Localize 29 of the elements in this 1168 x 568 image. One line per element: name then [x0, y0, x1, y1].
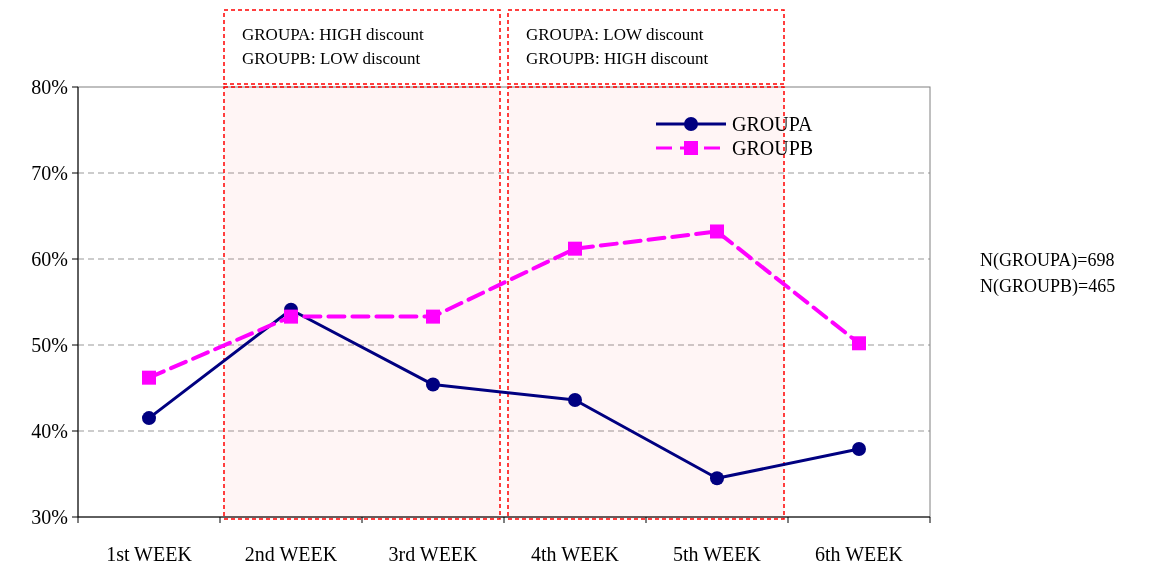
y-tick-label: 70% — [31, 162, 68, 184]
point — [284, 309, 298, 324]
band-label: GROUPA: LOW discount GROUPB: HIGH discount — [526, 25, 709, 68]
point — [710, 224, 724, 239]
y-tick-label: 50% — [31, 334, 68, 356]
point — [426, 377, 440, 392]
point — [710, 471, 724, 486]
point — [852, 336, 866, 351]
point — [568, 241, 582, 256]
legend-label: GROUPA — [732, 113, 813, 135]
text: N(GROUPA)=698 — [980, 250, 1115, 271]
point — [142, 411, 156, 426]
point — [852, 442, 866, 457]
x-tick-label: 1st WEEK — [106, 543, 193, 565]
point — [568, 393, 582, 408]
y-tick-label: 60% — [31, 248, 68, 270]
x-tick-label: 2nd WEEK — [244, 543, 338, 565]
y-tick-label: 80% — [31, 76, 68, 98]
legend-label: GROUPB — [732, 137, 814, 159]
y-tick-label: 30% — [31, 506, 68, 528]
point — [142, 370, 156, 385]
x-tick-label: 3rd WEEK — [388, 543, 479, 565]
text: N(GROUPB)=465 — [980, 276, 1116, 297]
point — [426, 309, 440, 324]
x-tick-label: 6th WEEK — [815, 543, 904, 565]
x-tick-label: 5th WEEK — [673, 543, 762, 565]
x-tick-label: 4th WEEK — [531, 543, 620, 565]
y-tick-label: 40% — [31, 420, 68, 442]
band-label: GROUPA: HIGH discount GROUPB: LOW discount — [242, 25, 424, 68]
